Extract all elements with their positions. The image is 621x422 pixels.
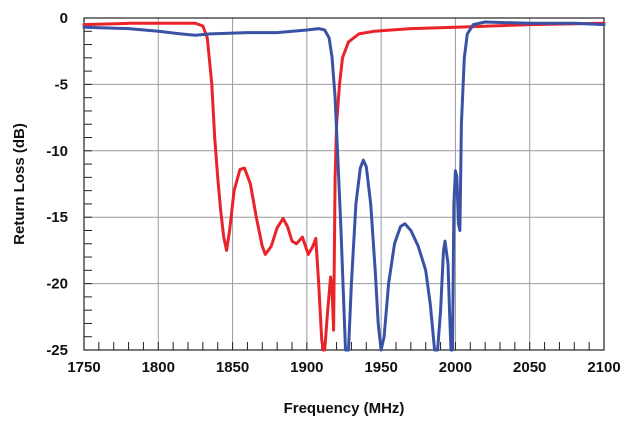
x-tick-label: 1900 (290, 359, 323, 376)
x-tick-label: 1850 (216, 359, 249, 376)
y-tick-label: -5 (55, 76, 68, 93)
x-tick-label: 1800 (142, 359, 175, 376)
y-tick-label: -10 (46, 143, 68, 160)
series-layer (82, 20, 606, 352)
x-tick-labels: 1750 1800 1850 1900 1950 2000 2050 2100 (67, 359, 620, 376)
x-axis-title: Frequency (MHz) (284, 400, 405, 417)
x-tick-label: 1750 (67, 359, 100, 376)
x-tick-label: 1950 (364, 359, 397, 376)
y-tick-label: -25 (46, 342, 68, 359)
series-line-1 (82, 21, 606, 352)
y-tick-label: 0 (60, 10, 68, 27)
series-line-2 (82, 20, 606, 352)
y-tick-label: -20 (46, 276, 68, 293)
x-tick-label: 2050 (513, 359, 546, 376)
minor-ticks (84, 30, 590, 350)
y-tick-labels: 0 -5 -10 -15 -20 -25 (46, 10, 68, 359)
y-axis-title: Return Loss (dB) (11, 123, 28, 245)
x-tick-label: 2000 (439, 359, 472, 376)
x-tick-label: 2100 (587, 359, 620, 376)
y-tick-label: -15 (46, 209, 68, 226)
